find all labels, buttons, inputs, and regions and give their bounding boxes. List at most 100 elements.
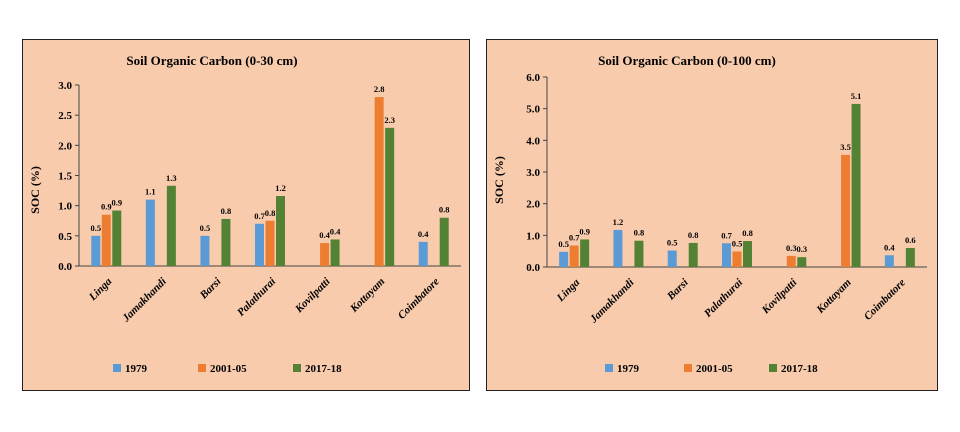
bar-1979 bbox=[667, 250, 677, 267]
bar-2017-18 bbox=[166, 185, 176, 266]
x-category-label: Palathurai bbox=[235, 275, 279, 319]
data-label: 0.5 bbox=[200, 223, 211, 233]
data-label: 0.7 bbox=[721, 230, 732, 240]
data-label: 5.1 bbox=[851, 91, 862, 101]
bar-2017-18 bbox=[221, 218, 231, 266]
bar-2001-05 bbox=[569, 245, 579, 267]
legend-swatch-2017-18 bbox=[293, 364, 301, 372]
bar-1979 bbox=[255, 223, 264, 266]
data-label: 0.4 bbox=[884, 242, 895, 252]
y-tick-label: 0.5 bbox=[58, 231, 72, 243]
legend-label: 2017-18 bbox=[781, 363, 818, 375]
data-label: 0.9 bbox=[101, 202, 112, 212]
x-category-label: Jamakhandi bbox=[120, 275, 170, 325]
bar-1979 bbox=[145, 199, 155, 266]
y-tick-label: 6.0 bbox=[526, 72, 540, 84]
x-category-label: Kottayam bbox=[347, 275, 387, 315]
data-label: 0.5 bbox=[558, 239, 569, 249]
y-axis-label: SOC (%) bbox=[492, 156, 506, 204]
bar-1979 bbox=[559, 251, 569, 267]
data-label: 0.8 bbox=[688, 230, 699, 240]
legend-label: 2017-18 bbox=[305, 363, 342, 375]
x-category-label: Kovilpatti bbox=[292, 275, 333, 316]
x-category-label: Coimbatore bbox=[862, 277, 908, 323]
bar-1979 bbox=[418, 241, 428, 266]
bar-1979 bbox=[91, 235, 101, 266]
y-tick-label: 1.5 bbox=[58, 171, 72, 183]
data-label: 0.5 bbox=[732, 238, 743, 248]
legend-swatch-2001-05 bbox=[198, 364, 206, 372]
y-tick-label: 1.0 bbox=[526, 230, 540, 242]
data-label: 0.8 bbox=[742, 228, 753, 238]
data-label: 0.4 bbox=[319, 230, 330, 240]
data-label: 0.5 bbox=[667, 238, 678, 248]
bar-2001-05 bbox=[841, 154, 851, 267]
y-tick-label: 3.0 bbox=[526, 167, 540, 179]
soc-0-30-chart: Soil Organic Carbon (0-30 cm) SOC (%) 0.0 0… bbox=[28, 53, 461, 375]
data-label: 0.7 bbox=[254, 211, 265, 221]
bar-1979 bbox=[613, 229, 623, 267]
bar-1979 bbox=[722, 243, 731, 267]
bar-2001-05 bbox=[732, 251, 742, 267]
data-label: 0.8 bbox=[439, 205, 450, 215]
x-category-label: Coimbatore bbox=[396, 276, 442, 322]
bar-2001-05 bbox=[374, 97, 384, 266]
y-tick-label: 2.0 bbox=[58, 140, 72, 152]
bar-2017-18 bbox=[385, 127, 395, 266]
bar-1979 bbox=[884, 255, 894, 267]
x-category-label: Linga bbox=[86, 275, 115, 304]
data-label: 1.2 bbox=[275, 183, 286, 193]
legend-swatch-1979 bbox=[605, 364, 613, 372]
data-label: 0.8 bbox=[265, 208, 276, 218]
bar-2017-18 bbox=[634, 240, 644, 267]
bar-2001-05 bbox=[320, 243, 330, 266]
x-category-label: Barsi bbox=[664, 276, 691, 303]
y-tick-label: 5.0 bbox=[526, 104, 540, 116]
data-label: 0.3 bbox=[796, 244, 807, 254]
bar-2001-05 bbox=[265, 220, 275, 266]
data-label: 0.8 bbox=[221, 206, 232, 216]
chart-title: Soil Organic Carbon (0-30 cm) bbox=[126, 53, 297, 68]
legend-label: 1979 bbox=[125, 363, 148, 375]
bar-2017-18 bbox=[851, 103, 861, 267]
x-category-label: Linga bbox=[554, 276, 583, 305]
data-label: 0.3 bbox=[786, 243, 797, 253]
bar-2017-18 bbox=[688, 242, 698, 267]
y-tick-label: 4.0 bbox=[526, 135, 540, 147]
x-category-label: Barsi bbox=[197, 275, 224, 302]
data-label: 0.4 bbox=[418, 229, 429, 239]
data-label: 0.9 bbox=[579, 226, 590, 236]
chart-title: Soil Organic Carbon (0-100 cm) bbox=[598, 53, 776, 68]
bar-2017-18 bbox=[580, 239, 590, 267]
x-category-label: Kovilpatti bbox=[759, 276, 800, 317]
legend-label: 2001-05 bbox=[210, 363, 247, 375]
x-category-label: Kottayam bbox=[814, 276, 854, 316]
y-tick-label: 3.0 bbox=[58, 80, 72, 92]
bar-2001-05 bbox=[101, 214, 111, 266]
bar-2017-18 bbox=[797, 257, 807, 267]
y-tick-label: 2.0 bbox=[526, 199, 540, 211]
x-category-label: Jamakhandi bbox=[587, 276, 637, 326]
y-tick-label: 0.0 bbox=[58, 261, 72, 273]
data-label: 0.9 bbox=[111, 197, 122, 207]
data-label: 2.8 bbox=[374, 84, 385, 94]
soc-0-100-chart: Soil Organic Carbon (0-100 cm) SOC (%) 0.0… bbox=[492, 53, 927, 375]
x-category-label: Palathurai bbox=[702, 276, 746, 320]
legend-swatch-2017-18 bbox=[769, 364, 777, 372]
data-label: 0.7 bbox=[569, 232, 580, 242]
y-tick-label: 0.0 bbox=[526, 262, 540, 274]
bar-2017-18 bbox=[330, 239, 340, 266]
bar-1979 bbox=[200, 235, 210, 266]
chart-panel-0-100cm: Soil Organic Carbon (0-100 cm) SOC (%) 0.0… bbox=[486, 39, 938, 391]
bar-2017-18 bbox=[276, 196, 285, 266]
data-label: 0.8 bbox=[634, 228, 645, 238]
data-label: 1.3 bbox=[166, 173, 177, 183]
data-label: 1.2 bbox=[613, 217, 624, 227]
bar-2017-18 bbox=[905, 248, 915, 267]
y-tick-label: 1.0 bbox=[58, 201, 72, 213]
legend-swatch-1979 bbox=[113, 364, 121, 372]
data-label: 0.6 bbox=[905, 235, 916, 245]
y-axis-label: SOC (%) bbox=[28, 166, 42, 214]
bar-2001-05 bbox=[786, 255, 796, 267]
bar-2017-18 bbox=[743, 241, 752, 267]
